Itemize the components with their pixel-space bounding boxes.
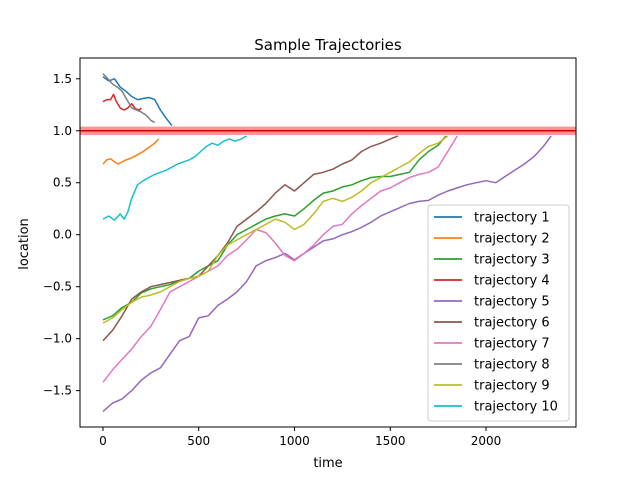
legend-label-10: trajectory 10 (474, 400, 558, 415)
x-tick-label: 2000 (471, 434, 502, 448)
y-tick-label: −1.0 (43, 332, 72, 346)
legend-label-9: trajectory 9 (474, 379, 550, 394)
x-tick-label: 1500 (375, 434, 406, 448)
chart-title: Sample Trajectories (254, 36, 402, 54)
series-lines (102, 73, 552, 412)
legend-label-7: trajectory 7 (474, 337, 550, 352)
x-axis-label: time (313, 456, 342, 471)
y-tick-label: 1.5 (53, 72, 72, 86)
legend-label-1: trajectory 1 (474, 211, 550, 226)
y-axis-label: location (17, 218, 32, 270)
series-line-1 (102, 76, 173, 127)
series-line-9 (102, 135, 449, 324)
series-line-10 (102, 135, 247, 221)
series-line-3 (102, 135, 447, 321)
x-tick-label: 0 (99, 434, 107, 448)
legend-label-3: trajectory 3 (474, 253, 550, 268)
legend-box (427, 204, 570, 422)
axes-frame (79, 57, 577, 428)
x-tick-label: 500 (187, 434, 210, 448)
series-line-7 (102, 135, 458, 383)
series-line-2 (102, 138, 160, 165)
y-tick-label: 1.0 (53, 124, 72, 138)
plot-area: 0 500 1000 1500 2000 −1.5 −1.0 −0.5 0.0 0.5 1.0 1.5 (43, 57, 577, 448)
series-line-5 (102, 135, 552, 412)
y-tick-label: 0.0 (53, 228, 72, 242)
legend-label-8: trajectory 8 (474, 358, 550, 373)
legend-label-6: trajectory 6 (474, 316, 550, 331)
legend-label-5: trajectory 5 (474, 295, 550, 310)
y-tick-label: −1.5 (43, 384, 72, 398)
x-tick-label: 1000 (279, 434, 310, 448)
legend-label-2: trajectory 2 (474, 232, 550, 247)
legend-label-4: trajectory 4 (474, 274, 550, 289)
legend: trajectory 1 trajectory 2 trajectory 3 traj… (427, 204, 570, 422)
y-tick-label: −0.5 (43, 280, 72, 294)
series-line-8 (102, 73, 156, 124)
series-line-6 (102, 135, 399, 342)
y-tick-label: 0.5 (53, 176, 72, 190)
